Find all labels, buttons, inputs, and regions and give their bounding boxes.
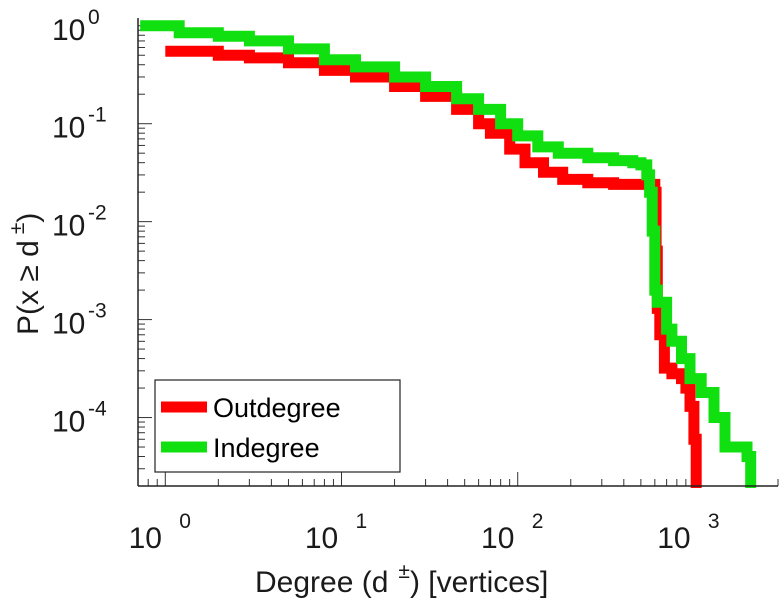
y-tick-exponent: 0 bbox=[88, 6, 100, 29]
series-line-outdegree bbox=[165, 45, 702, 488]
x-tick-label: 10 3 bbox=[657, 510, 719, 555]
y-tick-base: 10 bbox=[52, 14, 85, 47]
legend: Outdegree Indegree bbox=[154, 379, 401, 473]
x-tick-base: 10 bbox=[305, 522, 338, 555]
x-tick-exponent: 3 bbox=[708, 510, 720, 533]
axis-titles: Degree (d ±) [vertices] P(x ≥ d±) bbox=[6, 213, 548, 599]
x-tick-exponent: 0 bbox=[179, 510, 191, 533]
x-axis-title: Degree (d ±) [vertices] bbox=[255, 560, 548, 599]
y-tick-exponent: -2 bbox=[88, 202, 107, 225]
y-tick-base: 10 bbox=[52, 112, 85, 145]
y-tick-label: 10 0 bbox=[52, 6, 100, 47]
y-tick-base: 10 bbox=[52, 308, 85, 341]
x-tick-exponent: 1 bbox=[356, 510, 368, 533]
x-tick-exponent: 2 bbox=[532, 510, 544, 533]
y-tick-exponent: -1 bbox=[88, 104, 107, 127]
y-tick-base: 10 bbox=[52, 210, 85, 243]
x-tick-base: 10 bbox=[481, 522, 514, 555]
minor-ticks bbox=[137, 25, 779, 487]
x-tick-base: 10 bbox=[129, 522, 162, 555]
legend-label-outdegree: Outdegree bbox=[213, 393, 341, 423]
svg-text:P(x ≥ d±): P(x ≥ d±) bbox=[6, 213, 45, 335]
y-tick-label: 10 -3 bbox=[52, 300, 107, 341]
x-tick-label: 10 1 bbox=[305, 510, 367, 555]
y-tick-label: 10 -1 bbox=[52, 104, 107, 145]
axes bbox=[137, 18, 778, 487]
legend-box bbox=[154, 379, 401, 473]
y-tick-label: 10 -4 bbox=[52, 398, 107, 439]
legend-label-indegree: Indegree bbox=[213, 433, 320, 463]
y-tick-label: 10 -2 bbox=[52, 202, 107, 243]
series-layer bbox=[140, 20, 757, 488]
y-tick-base: 10 bbox=[52, 406, 85, 439]
series-line-indegree bbox=[140, 20, 757, 488]
y-tick-exponent: -4 bbox=[88, 398, 107, 421]
x-tick-label: 10 0 bbox=[129, 510, 191, 555]
y-tick-exponent: -3 bbox=[88, 300, 107, 323]
x-tick-label: 10 2 bbox=[481, 510, 543, 555]
y-axis-title: P(x ≥ d±) bbox=[6, 213, 45, 335]
x-tick-base: 10 bbox=[657, 522, 690, 555]
